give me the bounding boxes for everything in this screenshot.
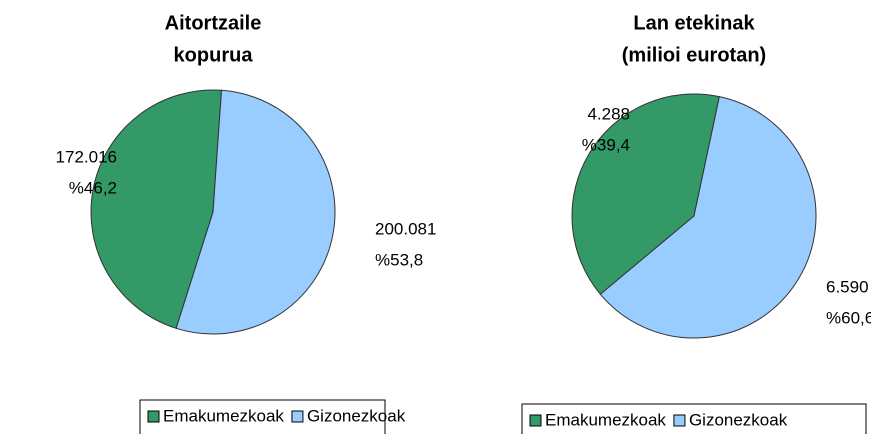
data-label: %39,4: [582, 135, 630, 154]
legend-label: Gizonezkoak: [689, 410, 788, 429]
data-label: %46,2: [69, 178, 117, 197]
data-label: %53,8: [375, 250, 423, 269]
pie-slice: [175, 89, 336, 335]
chart-title: Lan etekinak: [633, 12, 755, 34]
data-label: 172.016: [56, 147, 117, 166]
legend-box: [139, 399, 386, 434]
data-label: 6.590: [826, 277, 869, 296]
data-label: 200.081: [375, 219, 436, 238]
pie-slice: [571, 93, 720, 295]
pie-slice: [599, 96, 817, 339]
legend-label: Emakumezkoak: [545, 410, 666, 429]
data-label: %60,6: [826, 308, 871, 327]
data-label: 4.288: [587, 104, 630, 123]
chart-title: (milioi eurotan): [622, 44, 766, 66]
legend-box: [521, 403, 867, 434]
legend-swatch: [291, 410, 304, 423]
legend-swatch: [673, 414, 686, 427]
chart-title: Aitortzaile: [165, 12, 262, 34]
pie-slice: [90, 89, 223, 329]
legend-label: Gizonezkoak: [307, 406, 406, 425]
chart-title: kopurua: [174, 44, 254, 66]
legend-label: Emakumezkoak: [163, 406, 284, 425]
legend-swatch: [147, 410, 160, 423]
legend-swatch: [529, 414, 542, 427]
